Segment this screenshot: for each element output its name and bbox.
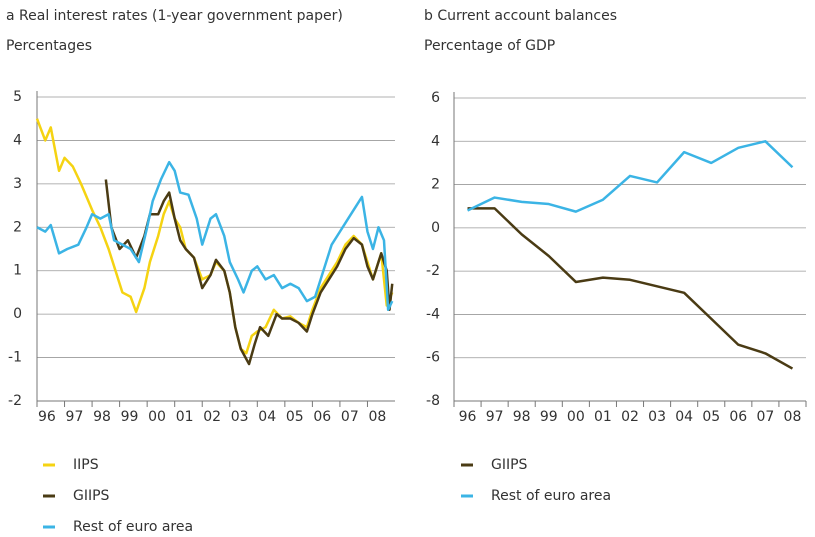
x-tick-label: 01 xyxy=(176,409,194,425)
x-tick-label: 02 xyxy=(203,409,221,425)
legend-label: Rest of euro area xyxy=(491,488,611,504)
chart-title: a Real interest rates (1-year government… xyxy=(6,8,343,24)
y-tick-label: 0 xyxy=(431,220,440,236)
y-tick-label: 1 xyxy=(13,263,22,279)
x-tick-label: 03 xyxy=(231,409,249,425)
x-tick-label: 99 xyxy=(540,409,558,425)
y-tick-label: -8 xyxy=(426,393,440,409)
x-tick-label: 05 xyxy=(702,409,720,425)
series-line xyxy=(35,118,394,355)
series-line xyxy=(467,207,794,370)
x-tick-label: 02 xyxy=(621,409,639,425)
y-tick-label: -4 xyxy=(426,306,440,322)
x-tick-label: 00 xyxy=(148,409,166,425)
x-tick-label: 97 xyxy=(66,409,84,425)
y-tick-label: -2 xyxy=(8,393,22,409)
x-tick-label: 06 xyxy=(729,409,747,425)
y-tick-label: 5 xyxy=(13,89,22,105)
chart-subtitle: Percentages xyxy=(6,38,92,54)
x-tick-label: 96 xyxy=(459,409,477,425)
x-tick-label: 07 xyxy=(341,409,359,425)
x-tick-label: 04 xyxy=(675,409,693,425)
x-tick-label: 05 xyxy=(286,409,304,425)
y-tick-label: 4 xyxy=(431,133,440,149)
series-line xyxy=(104,179,394,366)
x-tick-label: 97 xyxy=(486,409,504,425)
x-tick-label: 04 xyxy=(258,409,276,425)
x-tick-label: 06 xyxy=(313,409,331,425)
y-tick-label: -1 xyxy=(8,350,22,366)
x-tick-label: 99 xyxy=(121,409,139,425)
legend-label: IIPS xyxy=(73,457,99,473)
series-line xyxy=(36,160,394,312)
x-tick-label: 98 xyxy=(513,409,531,425)
y-tick-label: 3 xyxy=(13,176,22,192)
x-tick-label: 98 xyxy=(93,409,111,425)
x-tick-label: 03 xyxy=(648,409,666,425)
x-tick-label: 00 xyxy=(567,409,585,425)
y-tick-label: 2 xyxy=(431,177,440,193)
legend-label: Rest of euro area xyxy=(73,519,193,535)
chart-title: b Current account balances xyxy=(424,8,617,24)
y-tick-label: -6 xyxy=(426,350,440,366)
x-tick-label: 96 xyxy=(38,409,56,425)
y-tick-label: 6 xyxy=(431,90,440,106)
legend-label: GIIPS xyxy=(491,457,528,473)
x-tick-label: 07 xyxy=(756,409,774,425)
chart-subtitle: Percentage of GDP xyxy=(424,38,555,54)
y-tick-label: 4 xyxy=(13,132,22,148)
x-tick-label: 08 xyxy=(784,409,802,425)
y-tick-label: 0 xyxy=(13,306,22,322)
x-tick-label: 08 xyxy=(368,409,386,425)
y-tick-label: -2 xyxy=(426,263,440,279)
series-line xyxy=(466,140,794,213)
y-tick-label: 2 xyxy=(13,219,22,235)
x-tick-label: 01 xyxy=(594,409,612,425)
legend-label: GIIPS xyxy=(73,488,110,504)
